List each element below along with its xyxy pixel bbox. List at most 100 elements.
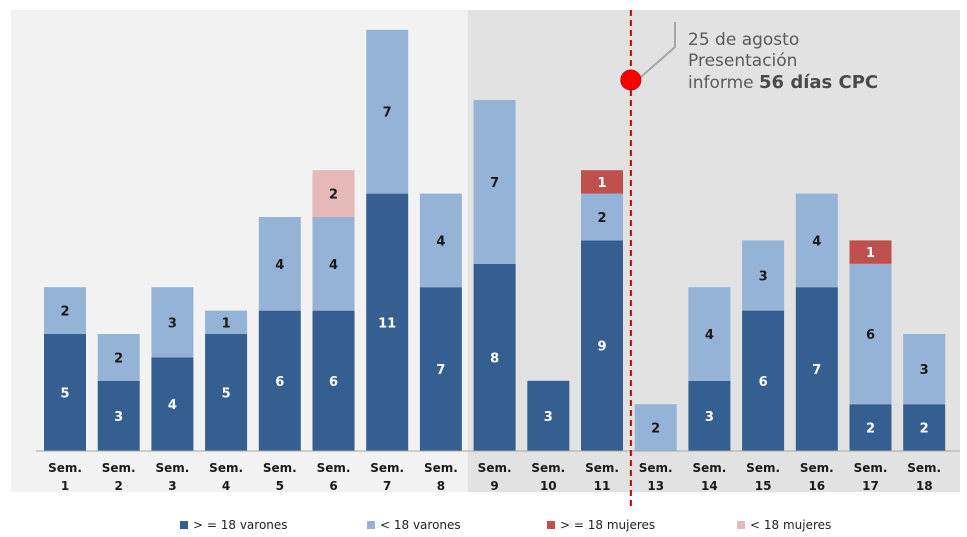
data-label: 2 bbox=[920, 422, 929, 437]
annotation-line-2: Presentación bbox=[688, 51, 798, 71]
category-label: 15 bbox=[755, 479, 772, 493]
legend-label-minor-male: < 18 varones bbox=[380, 518, 461, 532]
data-label: 1 bbox=[866, 246, 875, 261]
category-label: Sem. bbox=[48, 461, 82, 475]
category-label: Sem. bbox=[746, 461, 780, 475]
category-label: 9 bbox=[490, 479, 498, 493]
bar-segment bbox=[742, 240, 785, 311]
category-label: Sem. bbox=[639, 461, 673, 475]
bar-segment bbox=[419, 287, 462, 451]
data-label: 4 bbox=[705, 328, 714, 343]
bar-segment bbox=[795, 287, 838, 451]
category-label: 11 bbox=[594, 479, 611, 493]
category-label: 3 bbox=[168, 479, 176, 493]
bar-segment bbox=[205, 334, 248, 451]
data-label: 2 bbox=[329, 188, 338, 203]
data-label: 4 bbox=[329, 258, 338, 273]
category-label: 14 bbox=[701, 479, 718, 493]
category-label: Sem. bbox=[800, 461, 834, 475]
legend-swatch-adult-female bbox=[547, 521, 555, 529]
legend-label-minor-female: < 18 mujeres bbox=[750, 518, 832, 532]
category-label: Sem. bbox=[424, 461, 458, 475]
category-label: 10 bbox=[540, 479, 557, 493]
data-label: 3 bbox=[705, 410, 714, 425]
category-label: 16 bbox=[808, 479, 825, 493]
category-label: 6 bbox=[329, 479, 337, 493]
bar-segment bbox=[44, 334, 86, 451]
category-label: Sem. bbox=[263, 461, 297, 475]
data-label: 3 bbox=[168, 316, 177, 331]
bar-segment bbox=[795, 193, 838, 288]
data-label: 4 bbox=[812, 234, 821, 249]
category-label: Sem. bbox=[370, 461, 404, 475]
bar-segment bbox=[581, 170, 623, 194]
data-label: 2 bbox=[114, 351, 123, 366]
data-label: 4 bbox=[168, 398, 177, 413]
data-label: 7 bbox=[383, 106, 392, 121]
annotation-line-1: 25 de agosto bbox=[688, 30, 800, 50]
bar-segment bbox=[97, 380, 140, 451]
category-label: Sem. bbox=[102, 461, 136, 475]
data-label: 1 bbox=[597, 176, 606, 191]
data-label: 11 bbox=[378, 316, 396, 331]
category-label: 4 bbox=[222, 479, 230, 493]
category-label: 17 bbox=[862, 479, 879, 493]
legend-item-minor-male: < 18 varones bbox=[367, 516, 461, 534]
legend-swatch-minor-male bbox=[367, 521, 375, 529]
bar-segment bbox=[473, 100, 516, 264]
data-label: 2 bbox=[60, 305, 69, 320]
bar-segment bbox=[473, 263, 516, 451]
category-label: 5 bbox=[276, 479, 284, 493]
bar-segment bbox=[849, 240, 892, 264]
legend-item-adult-female: > = 18 mujeres bbox=[547, 516, 655, 534]
bar-segment bbox=[258, 217, 301, 311]
legend: > = 18 varones < 18 varones > = 18 mujer… bbox=[0, 516, 967, 536]
bar-segment bbox=[312, 170, 355, 217]
bar-segment bbox=[688, 287, 731, 381]
bar-segment bbox=[581, 193, 623, 241]
data-label: 3 bbox=[544, 410, 553, 425]
legend-label-adult-female: > = 18 mujeres bbox=[560, 518, 656, 532]
bar-segment bbox=[97, 334, 140, 381]
data-label: 1 bbox=[222, 316, 231, 331]
legend-item-minor-female: < 18 mujeres bbox=[737, 516, 831, 534]
annotation-line-3-bold: 56 días CPC bbox=[759, 72, 879, 93]
bar-segment bbox=[258, 310, 301, 451]
data-label: 2 bbox=[651, 422, 660, 437]
legend-swatch-adult-male bbox=[180, 521, 188, 529]
data-label: 3 bbox=[114, 410, 123, 425]
bar-segment bbox=[151, 357, 194, 451]
data-label: 3 bbox=[759, 270, 768, 285]
bar-segment bbox=[849, 263, 892, 405]
data-label: 7 bbox=[490, 176, 499, 191]
data-label: 5 bbox=[60, 387, 69, 402]
bar-segment bbox=[527, 380, 570, 451]
data-label: 4 bbox=[436, 234, 445, 249]
callout-line bbox=[640, 22, 676, 78]
category-label: Sem. bbox=[854, 461, 888, 475]
legend-item-adult-male: > = 18 varones bbox=[180, 516, 288, 534]
bar-segment bbox=[903, 404, 946, 451]
category-label: 1 bbox=[61, 479, 69, 493]
bar-segment bbox=[151, 287, 194, 358]
category-label: 8 bbox=[437, 479, 445, 493]
category-label: Sem. bbox=[907, 461, 941, 475]
legend-swatch-minor-female bbox=[737, 521, 745, 529]
data-label: 8 bbox=[490, 351, 499, 366]
category-label: 2 bbox=[115, 479, 123, 493]
data-label: 7 bbox=[436, 363, 445, 378]
data-label: 6 bbox=[275, 375, 284, 390]
data-label: 4 bbox=[275, 258, 284, 273]
bar-segment bbox=[903, 334, 946, 405]
data-label: 9 bbox=[597, 340, 606, 355]
legend-label-adult-male: > = 18 varones bbox=[193, 518, 288, 532]
data-label: 5 bbox=[222, 387, 231, 402]
data-label: 6 bbox=[329, 375, 338, 390]
bar-segment bbox=[44, 287, 86, 334]
data-label: 2 bbox=[866, 422, 875, 437]
category-label: Sem. bbox=[531, 461, 565, 475]
category-label: Sem. bbox=[478, 461, 512, 475]
data-label: 7 bbox=[812, 363, 821, 378]
category-label: 13 bbox=[647, 479, 664, 493]
